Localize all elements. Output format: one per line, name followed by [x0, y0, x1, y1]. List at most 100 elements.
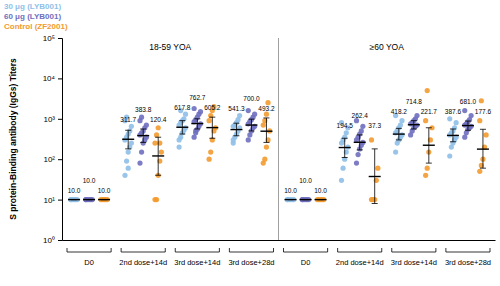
y-axis: 10⁰10¹10²10³10⁴10⁵ — [43, 34, 63, 245]
error-bar-cap — [179, 134, 185, 135]
legend-entry: 60 μg (LYB001) — [4, 12, 61, 21]
error-bar-cap — [342, 138, 348, 139]
point — [262, 157, 267, 162]
error-bar-cap — [411, 120, 417, 121]
point — [208, 149, 213, 154]
point — [447, 116, 452, 121]
gmt-line — [245, 124, 257, 125]
x-tick-label: D0 — [301, 258, 311, 267]
error-bar-cap — [480, 129, 486, 130]
point — [264, 144, 269, 149]
data-label: 10.0 — [284, 187, 297, 194]
error-bar-cap — [372, 148, 378, 149]
group-brackets — [67, 248, 490, 252]
x-tick-label: 2nd dose+14d — [336, 258, 384, 267]
error-bar-cap — [155, 137, 161, 138]
error-bar-cap — [396, 139, 402, 140]
point — [207, 157, 212, 162]
bracket — [392, 248, 436, 252]
bracket — [284, 248, 328, 252]
x-tick: 3rd dose+28d — [445, 240, 491, 267]
gmt-line — [447, 135, 459, 136]
gmt-line — [339, 147, 351, 148]
data-labels: 10.010.010.0311.7383.8120.4617.8762.7605… — [68, 94, 492, 193]
gmt-line — [137, 135, 149, 136]
error-bar-cap — [233, 123, 239, 124]
point — [154, 132, 159, 137]
error-bar-cap — [233, 135, 239, 136]
chart: 10⁰10¹10²10³10⁴10⁵S protein-Binding anti… — [0, 0, 500, 286]
point — [246, 137, 251, 142]
panel-divider — [278, 38, 279, 240]
error-bar — [408, 121, 420, 129]
error-bar — [230, 123, 242, 136]
point — [246, 108, 251, 113]
error-bar — [354, 135, 366, 150]
point — [210, 137, 215, 142]
error-bar-cap — [248, 119, 254, 120]
error-bar-cap — [263, 142, 269, 143]
point — [183, 112, 188, 117]
error-bar — [393, 128, 405, 140]
point — [414, 113, 419, 118]
error-bar-cap — [372, 203, 378, 204]
x-tick-label: 2nd dose+14d — [119, 258, 167, 267]
x-tick: 2nd dose+14d — [336, 240, 384, 267]
y-tick: 10³ — [43, 115, 62, 124]
point — [252, 112, 257, 117]
data-label: 120.4 — [150, 116, 167, 123]
gmt-line — [122, 139, 134, 140]
legend: 30 μg (LYB001)60 μg (LYB001)Control (ZF2… — [4, 2, 68, 31]
error-bar — [260, 118, 272, 142]
y-tick-label: 10⁰ — [43, 236, 55, 245]
point — [344, 130, 349, 135]
point — [139, 115, 144, 120]
x-tick: 2nd dose+14d — [119, 240, 167, 267]
point — [177, 144, 182, 149]
point — [447, 153, 452, 158]
data-label: 700.0 — [243, 95, 260, 102]
gmt-line — [152, 155, 164, 156]
point — [137, 161, 142, 166]
x-axis: D02nd dose+14d3rd dose+14d3rd dose+28dD0… — [63, 240, 496, 267]
y-tick-label: 10¹ — [43, 196, 55, 205]
error-bar — [191, 119, 203, 129]
legend-entry: Control (ZF2001) — [4, 22, 68, 31]
error-bar-cap — [155, 175, 161, 176]
error-bar-cap — [342, 157, 348, 158]
x-tick: 3rd dose+14d — [391, 240, 437, 267]
data-label: 37.3 — [368, 122, 381, 129]
data-label: 617.8 — [174, 104, 191, 111]
data-label: 681.0 — [460, 98, 477, 105]
data-label: 605.2 — [204, 104, 221, 111]
y-tick-mark — [58, 78, 62, 79]
x-tick: 3rd dose+28d — [228, 240, 274, 267]
data-label: 418.2 — [391, 108, 408, 115]
data-label: 762.7 — [189, 94, 206, 101]
error-bar-cap — [450, 141, 456, 142]
y-tick: 10¹ — [43, 196, 62, 205]
point — [399, 118, 404, 123]
point — [152, 141, 157, 146]
x-tick: D0 — [301, 240, 311, 267]
point — [359, 128, 364, 133]
data-label: 714.8 — [406, 98, 423, 105]
x-tick-label: 3rd dose+14d — [174, 258, 220, 267]
error-bar-cap — [357, 149, 363, 150]
gmt-line — [408, 124, 420, 125]
gmt-line — [462, 125, 474, 126]
point — [354, 161, 359, 166]
point — [477, 169, 482, 174]
bracket — [338, 248, 382, 252]
error-bar-cap — [411, 128, 417, 129]
point — [264, 112, 269, 117]
gmt-line — [98, 199, 110, 200]
error-bar — [447, 129, 459, 142]
point — [423, 118, 428, 123]
point — [126, 166, 131, 171]
error-bar — [98, 199, 110, 200]
error-bar-cap — [209, 117, 215, 118]
error-bar — [68, 199, 80, 200]
data-label: 10.0 — [299, 177, 312, 184]
y-tick-mark — [58, 159, 62, 160]
